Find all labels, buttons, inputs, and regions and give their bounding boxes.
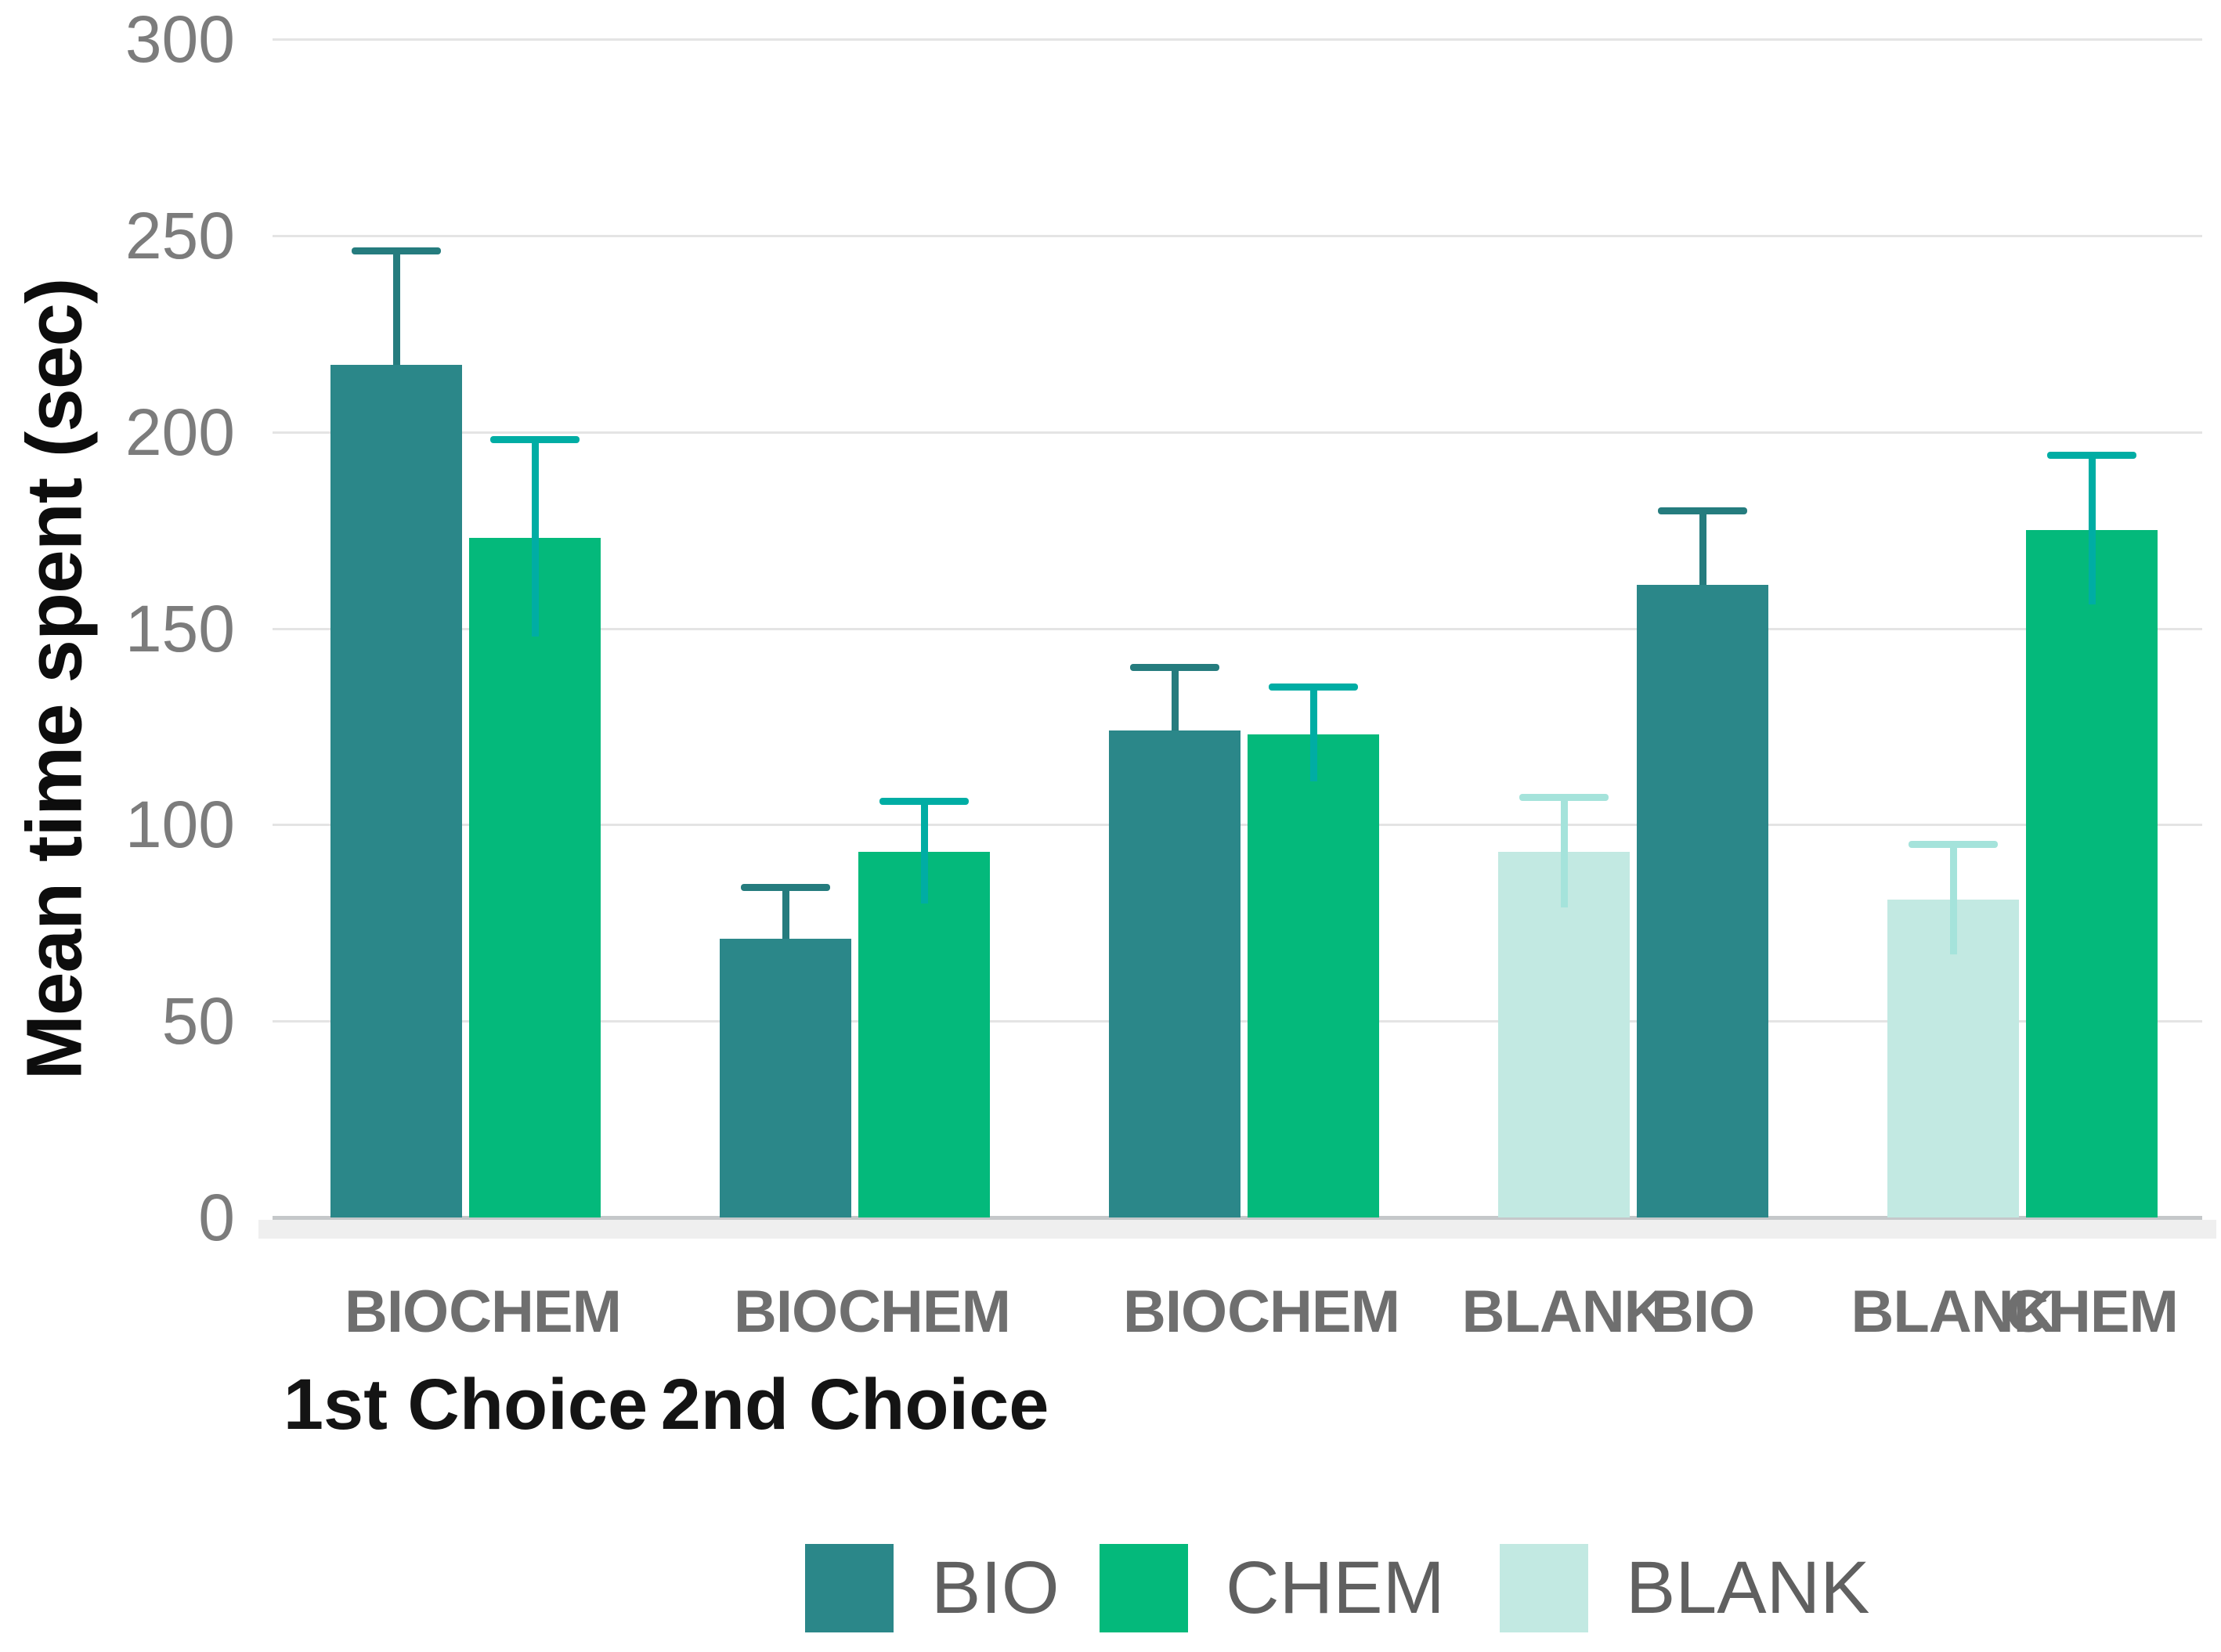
error-bar-stem-chem-group-3 xyxy=(1309,687,1317,782)
legend-item-chem: CHEM xyxy=(1100,1544,1445,1632)
gridline-y-0 xyxy=(273,1216,2202,1220)
bar-bio-2nd-choice xyxy=(720,938,851,1217)
error-bar-stem-bio-group-3 xyxy=(1171,667,1179,730)
legend-item-bio: BIO xyxy=(805,1544,1060,1632)
bar-chem-1st-choice xyxy=(469,538,601,1217)
legend-swatch-blank xyxy=(1500,1544,1588,1632)
group-label-2nd-choice: 2nd Choice xyxy=(660,1365,1049,1445)
y-tick-label-0: 0 xyxy=(198,1181,235,1254)
bar-chem-group-3 xyxy=(1248,734,1379,1217)
error-bar-stem-bio-2nd-choice xyxy=(782,887,789,939)
x-tick-label-chem-group-5: CHEM xyxy=(2006,1279,2179,1345)
bar-bio-1st-choice xyxy=(330,365,462,1217)
error-bar-stem-blank-group-5 xyxy=(1949,844,1957,954)
bar-chem-2nd-choice xyxy=(858,852,990,1217)
x-tick-label-bio-group-4: BIO xyxy=(1650,1279,1755,1345)
bar-chem-group-5 xyxy=(2026,530,2158,1217)
legend-swatch-chem xyxy=(1100,1544,1188,1632)
x-tick-label-chem-group-3: CHEM xyxy=(1227,1279,1400,1345)
gridline-y-250 xyxy=(273,234,2202,237)
x-tick-label-blank-group-5: BLANK xyxy=(1851,1279,2057,1345)
group-label-1st-choice: 1st Choice xyxy=(283,1365,648,1445)
x-tick-label-blank-group-4: BLANK xyxy=(1461,1279,1667,1345)
error-bar-cap-chem-group-5 xyxy=(2047,452,2136,460)
bar-bio-group-3 xyxy=(1109,730,1241,1217)
y-tick-label-200: 200 xyxy=(125,395,235,469)
legend-label-bio: BIO xyxy=(931,1546,1060,1629)
x-tick-label-bio-2nd-choice: BIO xyxy=(733,1279,838,1345)
x-tick-label-chem-2nd-choice: CHEM xyxy=(838,1279,1011,1345)
error-bar-stem-chem-2nd-choice xyxy=(920,801,928,904)
x-tick-label-chem-1st-choice: CHEM xyxy=(449,1279,622,1345)
gridline-y-150 xyxy=(273,627,2202,630)
bar-bio-group-4 xyxy=(1637,585,1768,1217)
error-bar-stem-bio-group-4 xyxy=(1699,510,1706,586)
y-tick-label-50: 50 xyxy=(161,984,235,1059)
x-tick-label-bio-1st-choice: BIO xyxy=(344,1279,449,1345)
error-bar-stem-bio-1st-choice xyxy=(392,251,400,366)
y-tick-label-100: 100 xyxy=(125,788,235,862)
legend-swatch-bio xyxy=(805,1544,894,1632)
gridline-y-300 xyxy=(273,38,2202,41)
error-bar-cap-bio-1st-choice xyxy=(352,247,441,255)
error-bar-cap-chem-1st-choice xyxy=(490,436,580,444)
error-bar-cap-blank-group-4 xyxy=(1519,793,1609,801)
error-bar-stem-chem-group-5 xyxy=(2088,455,2096,605)
x-tick-label-bio-group-3: BIO xyxy=(1122,1279,1227,1345)
error-bar-cap-bio-group-4 xyxy=(1658,507,1747,514)
error-bar-cap-chem-group-3 xyxy=(1269,684,1358,691)
y-tick-label-300: 300 xyxy=(125,2,235,76)
y-axis-title: Mean time spent (sec) xyxy=(10,278,99,1080)
y-tick-label-250: 250 xyxy=(125,198,235,272)
error-bar-cap-chem-2nd-choice xyxy=(879,797,969,805)
gridline-y-200 xyxy=(273,431,2202,434)
y-tick-label-150: 150 xyxy=(125,591,235,665)
bar-blank-group-4 xyxy=(1498,852,1630,1217)
error-bar-cap-bio-group-3 xyxy=(1130,664,1219,672)
legend-label-chem: CHEM xyxy=(1226,1546,1445,1629)
error-bar-stem-blank-group-4 xyxy=(1560,797,1568,907)
x-axis-shadow-band xyxy=(258,1220,2216,1239)
error-bar-cap-blank-group-5 xyxy=(1909,840,1998,848)
error-bar-cap-bio-2nd-choice xyxy=(741,884,830,892)
legend-item-blank: BLANK xyxy=(1500,1544,1870,1632)
error-bar-stem-chem-1st-choice xyxy=(531,439,539,637)
legend-label-blank: BLANK xyxy=(1626,1546,1870,1629)
